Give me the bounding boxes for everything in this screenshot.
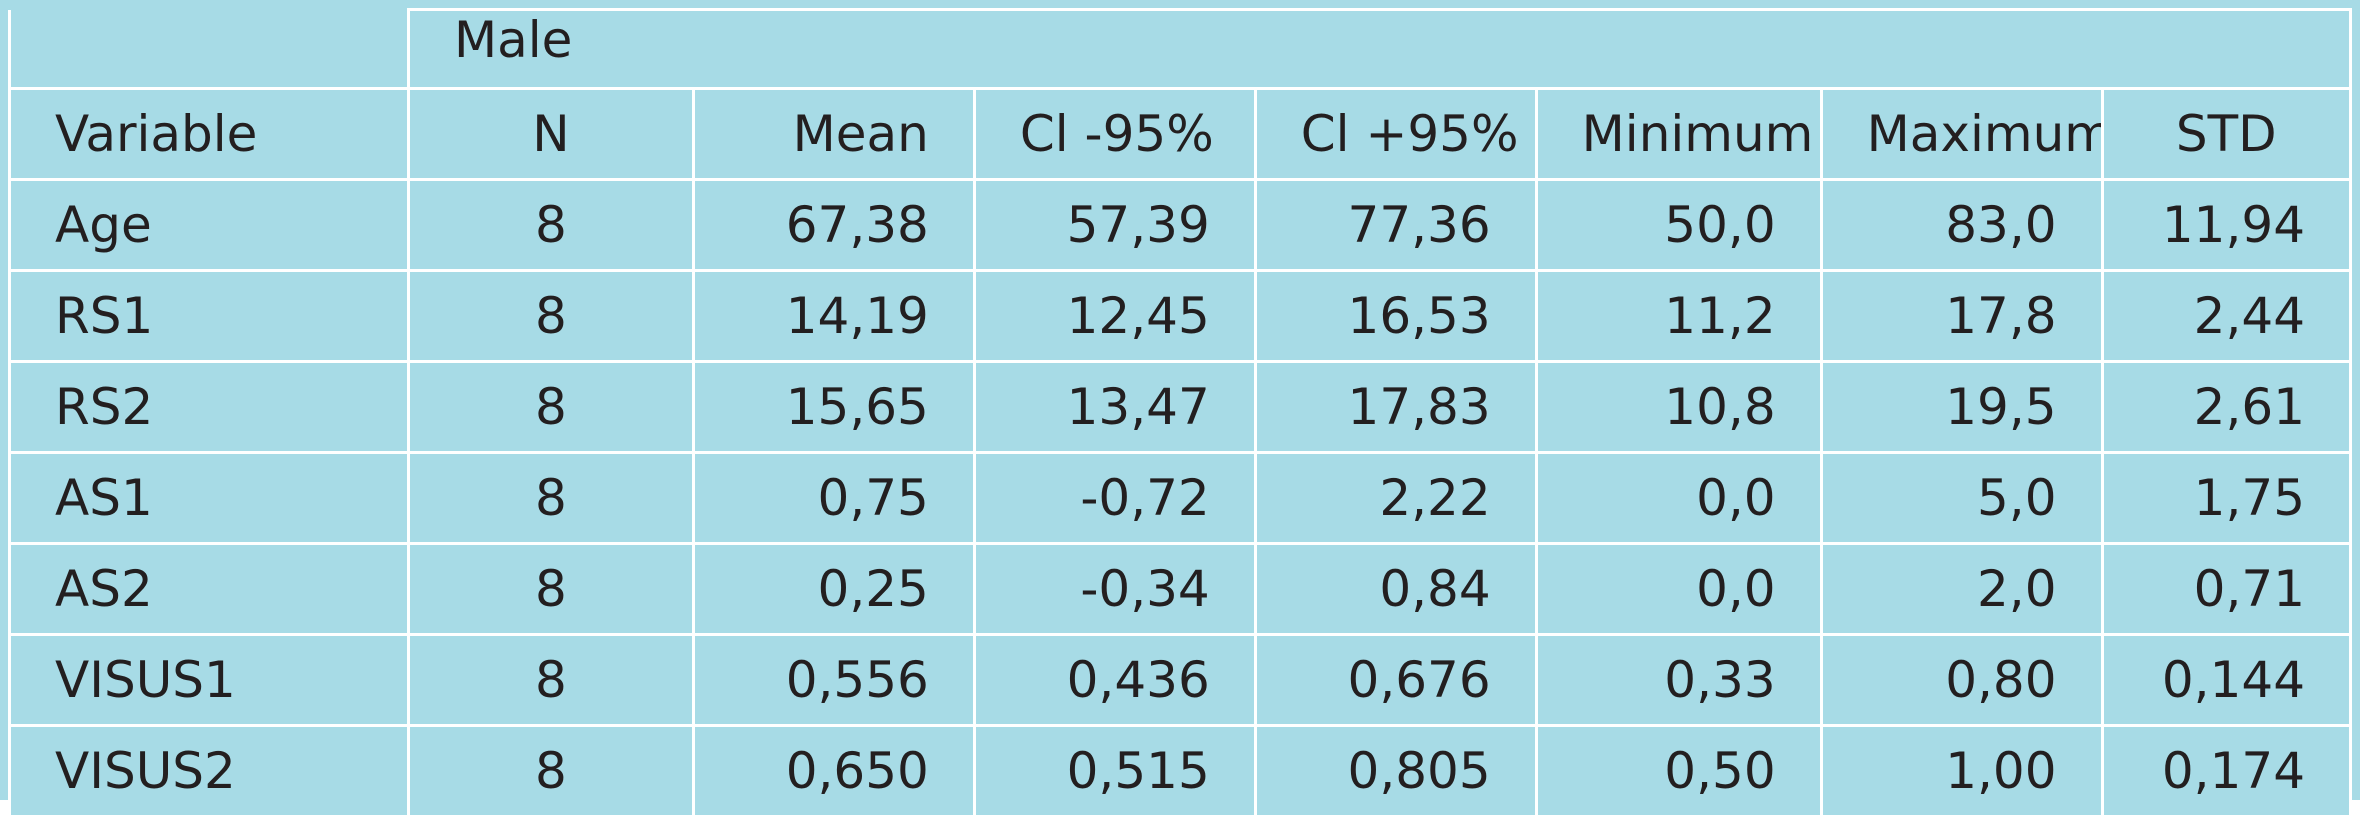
- cell-variable: VISUS1: [8, 633, 410, 727]
- cell-ci-high: 0,84: [1253, 542, 1538, 636]
- header-mean: Mean: [691, 87, 976, 181]
- cell-minimum: 0,0: [1534, 542, 1823, 636]
- cell-variable: AS2: [8, 542, 410, 636]
- cell-ci-low: -0,34: [972, 542, 1257, 636]
- cell-std: 0,71: [2100, 542, 2353, 636]
- table-row: Age 8 67,38 57,39 77,36 50,0 83,0 11,94: [8, 178, 2353, 272]
- cell-std: 1,75: [2100, 451, 2353, 545]
- cell-ci-low: 0,515: [972, 724, 1257, 818]
- cell-mean: 0,650: [691, 724, 976, 818]
- table-row: AS2 8 0,25 -0,34 0,84 0,0 2,0 0,71: [8, 542, 2353, 636]
- cell-variable: Age: [8, 178, 410, 272]
- cell-variable: RS1: [8, 269, 410, 363]
- column-header-row: Variable N Mean Cl -95% Cl +95% Minimum …: [8, 87, 2353, 181]
- cell-ci-low: 12,45: [972, 269, 1257, 363]
- header-ci-high: Cl +95%: [1253, 87, 1538, 181]
- table-row: VISUS1 8 0,556 0,436 0,676 0,33 0,80 0,144: [8, 633, 2353, 727]
- cell-ci-high: 0,805: [1253, 724, 1538, 818]
- cell-maximum: 83,0: [1819, 178, 2104, 272]
- cell-n: 8: [406, 178, 695, 272]
- cell-maximum: 17,8: [1819, 269, 2104, 363]
- group-label-male: Male: [406, 8, 2353, 90]
- cell-mean: 0,75: [691, 451, 976, 545]
- cell-maximum: 2,0: [1819, 542, 2104, 636]
- cell-std: 2,61: [2100, 360, 2353, 454]
- cell-std: 0,174: [2100, 724, 2353, 818]
- cell-n: 8: [406, 451, 695, 545]
- table-row: RS1 8 14,19 12,45 16,53 11,2 17,8 2,44: [8, 269, 2353, 363]
- cell-n: 8: [406, 542, 695, 636]
- cell-variable: AS1: [8, 451, 410, 545]
- header-maximum: Maximum: [1819, 87, 2104, 181]
- cell-ci-high: 0,676: [1253, 633, 1538, 727]
- table-row: VISUS2 8 0,650 0,515 0,805 0,50 1,00 0,174: [8, 724, 2353, 818]
- table-row: AS1 8 0,75 -0,72 2,22 0,0 5,0 1,75: [8, 451, 2353, 545]
- cell-ci-low: 57,39: [972, 178, 1257, 272]
- cell-variable: VISUS2: [8, 724, 410, 818]
- header-ci-low: Cl -95%: [972, 87, 1257, 181]
- cell-ci-low: 0,436: [972, 633, 1257, 727]
- cell-mean: 14,19: [691, 269, 976, 363]
- cell-minimum: 0,33: [1534, 633, 1823, 727]
- group-spacer-cell: [8, 9, 410, 90]
- cell-n: 8: [406, 633, 695, 727]
- cell-mean: 15,65: [691, 360, 976, 454]
- cell-ci-low: -0,72: [972, 451, 1257, 545]
- cell-minimum: 11,2: [1534, 269, 1823, 363]
- cell-minimum: 0,50: [1534, 724, 1823, 818]
- header-std: STD: [2100, 87, 2353, 181]
- cell-maximum: 1,00: [1819, 724, 2104, 818]
- cell-mean: 67,38: [691, 178, 976, 272]
- statistics-table: Male Variable N Mean Cl -95% Cl +95% Min…: [8, 8, 2353, 818]
- cell-std: 0,144: [2100, 633, 2353, 727]
- cell-minimum: 10,8: [1534, 360, 1823, 454]
- cell-mean: 0,25: [691, 542, 976, 636]
- table-row: RS2 8 15,65 13,47 17,83 10,8 19,5 2,61: [8, 360, 2353, 454]
- cell-maximum: 5,0: [1819, 451, 2104, 545]
- cell-ci-high: 77,36: [1253, 178, 1538, 272]
- header-variable: Variable: [8, 88, 410, 181]
- cell-n: 8: [406, 269, 695, 363]
- cell-ci-high: 2,22: [1253, 451, 1538, 545]
- cell-variable: RS2: [8, 360, 410, 454]
- header-minimum: Minimum: [1534, 87, 1823, 181]
- cell-std: 11,94: [2100, 178, 2353, 272]
- cell-minimum: 50,0: [1534, 178, 1823, 272]
- cell-maximum: 0,80: [1819, 633, 2104, 727]
- cell-minimum: 0,0: [1534, 451, 1823, 545]
- cell-n: 8: [406, 724, 695, 818]
- header-n: N: [406, 87, 695, 181]
- cell-std: 2,44: [2100, 269, 2353, 363]
- cell-mean: 0,556: [691, 633, 976, 727]
- cell-ci-high: 16,53: [1253, 269, 1538, 363]
- group-header-row: Male: [8, 8, 2353, 90]
- cell-n: 8: [406, 360, 695, 454]
- cell-ci-low: 13,47: [972, 360, 1257, 454]
- cell-ci-high: 17,83: [1253, 360, 1538, 454]
- cell-maximum: 19,5: [1819, 360, 2104, 454]
